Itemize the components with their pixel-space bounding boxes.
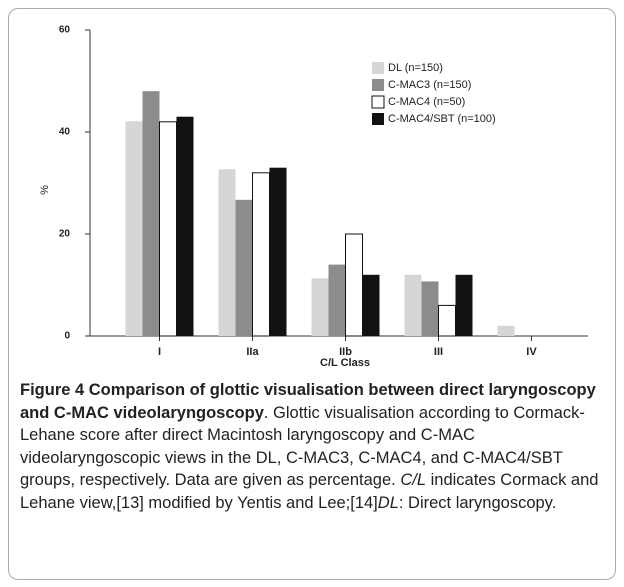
caption-segment: Figure 4 Comparison of glottic visualisa…	[20, 381, 596, 422]
figure-frame	[8, 8, 616, 580]
x-axis-label: C/L Class	[320, 357, 370, 369]
bar	[438, 304, 456, 337]
bar	[252, 172, 270, 337]
x-tick-label: III	[434, 346, 443, 358]
chart: % C/L Class 0 20 40 60 I IIa IIb III IV DL (n=150…	[39, 25, 588, 369]
x-tick-label: IIa	[246, 346, 259, 358]
bar	[455, 274, 473, 336]
y-tick-label: 20	[59, 229, 71, 240]
y-tick-label: 60	[59, 25, 71, 36]
caption-segment: indicates Cormack and Lehane view,[13] m…	[20, 471, 599, 512]
y-tick-label: 0	[64, 331, 70, 342]
x-tick-label: I	[158, 346, 161, 358]
bar	[404, 274, 422, 336]
legend-swatch	[372, 62, 384, 74]
legend-label: C-MAC3 (n=150)	[388, 79, 471, 91]
caption-segment: C/L	[400, 471, 427, 490]
x-tick-label: IIb	[339, 346, 352, 358]
bar	[362, 274, 380, 336]
bar	[497, 325, 515, 336]
bar	[345, 233, 363, 337]
x-tick-label: IV	[526, 346, 537, 358]
y-tick-label: 40	[59, 127, 71, 138]
caption-segment: DL	[377, 493, 399, 512]
y-axis-label: %	[39, 185, 51, 195]
caption-segment: : Direct laryngoscopy.	[398, 493, 557, 512]
bar	[235, 199, 253, 336]
bar	[218, 169, 236, 336]
bar	[328, 264, 346, 336]
bar	[125, 121, 143, 336]
legend-label: DL (n=150)	[388, 62, 443, 74]
bar	[311, 278, 329, 336]
legend-label: C-MAC4 (n=50)	[388, 96, 465, 108]
caption: Figure 4 Comparison of glottic visualisa…	[20, 379, 608, 515]
legend-swatch	[371, 95, 385, 109]
bar	[421, 281, 439, 336]
bar	[269, 167, 287, 336]
bar	[176, 116, 194, 336]
legend-swatch	[372, 113, 384, 125]
legend-label: C-MAC4/SBT (n=100)	[388, 113, 496, 125]
bar	[142, 91, 160, 336]
caption-segment: . Glottic visualisation according to Cor…	[20, 403, 585, 490]
legend-swatch	[372, 79, 384, 91]
bar	[159, 121, 177, 337]
